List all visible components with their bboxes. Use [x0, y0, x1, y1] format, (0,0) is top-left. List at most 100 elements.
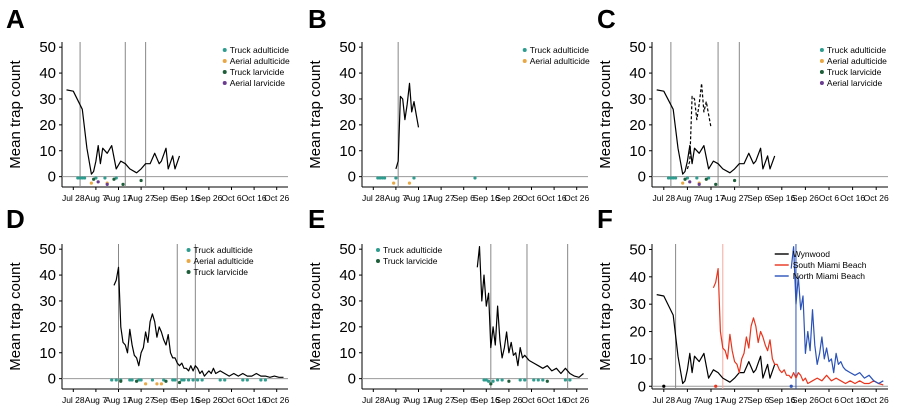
legend-swatch: [522, 59, 527, 63]
y-tick-label: 30: [39, 91, 56, 108]
marker-aerial-adulticide: [89, 181, 93, 185]
x-tick-label: Aug 27: [721, 395, 748, 405]
y-axis-label: Mean trap count: [7, 59, 24, 168]
marker-truck-adulticide: [128, 378, 132, 382]
series-line: [113, 266, 284, 378]
x-tick-label: Aug 17: [405, 193, 432, 203]
legend-label: Aerial adulticide: [230, 56, 290, 66]
legend-label: Aerial adulticide: [827, 56, 887, 66]
panel-letter: E: [308, 204, 325, 234]
x-tick-label: Aug 7: [676, 395, 698, 405]
y-axis-label: Mean trap count: [7, 261, 24, 370]
marker-truck-adulticide: [380, 176, 384, 180]
marker-truck-adulticide: [200, 378, 204, 382]
marker-truck-larvicide: [112, 177, 116, 181]
marker-truck-adulticide: [218, 378, 222, 382]
marker-truck-larvicide: [714, 182, 718, 187]
marker-truck-adulticide: [83, 176, 87, 180]
marker-truck-adulticide: [486, 379, 491, 383]
marker-aerial-larvicide: [105, 182, 109, 187]
legend-label: Truck adulticide: [383, 245, 442, 255]
marker-truck-adulticide: [110, 378, 114, 382]
x-tick-label: Aug 27: [128, 395, 155, 405]
marker-truck-adulticide: [180, 378, 184, 382]
x-tick-label: Aug 17: [698, 193, 725, 203]
legend-label: South Miami Beach: [793, 260, 867, 270]
y-tick-label: 10: [629, 351, 646, 368]
x-tick-label: Sep 16: [173, 193, 200, 203]
legend-swatch: [819, 48, 824, 52]
marker-aerial-adulticide: [155, 382, 159, 386]
marker-truck-adulticide: [182, 378, 186, 382]
legend-label: Truck adulticide: [230, 45, 289, 55]
y-tick-label: 50: [39, 39, 56, 56]
y-tick-label: 10: [39, 345, 56, 362]
x-tick-label: Sep 16: [173, 395, 200, 405]
x-tick-label: Oct 16: [242, 395, 267, 405]
x-tick-label: Aug 7: [385, 193, 407, 203]
marker-truck-adulticide: [191, 378, 195, 382]
panel-letter: C: [597, 4, 616, 34]
legend-label: Truck larvicide: [827, 67, 882, 77]
legend-label: Truck adulticide: [194, 245, 253, 255]
marker-truck-adulticide: [223, 378, 227, 382]
x-tick-label: Sep 6: [453, 193, 475, 203]
x-tick-label: Oct 6: [819, 193, 840, 203]
x-tick-label: Sep 6: [747, 193, 769, 203]
x-tick-label: Oct 16: [840, 193, 865, 203]
legend-swatch: [522, 48, 527, 52]
marker-truck-adulticide: [669, 176, 673, 180]
x-tick-label: Oct 26: [264, 193, 289, 203]
marker-truck-adulticide: [259, 378, 263, 382]
marker-truck-adulticide: [263, 378, 267, 382]
marker-truck-larvicide: [177, 380, 182, 385]
x-tick-label: Aug 7: [385, 395, 407, 405]
x-tick-label: Sep 6: [153, 395, 175, 405]
marker-truck-adulticide: [674, 176, 678, 180]
x-tick-label: Aug 17: [105, 395, 132, 405]
y-tick-label: 20: [629, 324, 646, 341]
legend-swatch: [222, 48, 227, 52]
marker-south-miami-beach: [714, 384, 718, 388]
marker-truck-larvicide: [139, 178, 143, 183]
x-tick-label: Aug 17: [698, 395, 725, 405]
legend-label: Aerial larvicide: [827, 78, 883, 88]
y-tick-label: 40: [339, 65, 356, 82]
y-axis-label: Mean trap count: [307, 261, 324, 370]
y-tick-label: 0: [638, 169, 646, 186]
y-tick-label: 40: [339, 267, 356, 284]
x-tick-label: Oct 26: [564, 193, 589, 203]
marker-aerial-larvicide: [96, 180, 100, 184]
y-tick-label: 0: [348, 371, 356, 388]
marker-truck-larvicide: [733, 178, 737, 183]
legend-swatch: [222, 70, 227, 74]
y-tick-label: 50: [39, 241, 56, 258]
x-tick-label: Aug 27: [428, 395, 455, 405]
y-tick-label: 0: [48, 371, 56, 388]
marker-truck-adulticide: [666, 176, 671, 180]
marker-truck-adulticide: [376, 176, 380, 180]
x-tick-label: Sep 16: [768, 395, 795, 405]
marker-wynwood: [662, 384, 666, 388]
y-tick-label: 40: [39, 65, 56, 82]
series-line: [790, 246, 884, 385]
x-tick-label: Oct 26: [564, 395, 589, 405]
x-tick-label: Sep 16: [473, 193, 500, 203]
x-tick-label: Aug 17: [105, 193, 132, 203]
marker-truck-adulticide: [685, 176, 690, 180]
legend-swatch: [222, 81, 227, 85]
y-axis-label: Mean trap count: [597, 261, 614, 370]
marker-truck-adulticide: [171, 378, 175, 382]
series-line: [476, 246, 584, 378]
legend-label: Wynwood: [793, 249, 831, 259]
x-tick-label: Sep 26: [792, 395, 819, 405]
marker-truck-adulticide: [186, 378, 191, 382]
y-tick-label: 40: [39, 267, 56, 284]
x-tick-label: Oct 16: [542, 193, 567, 203]
marker-truck-adulticide: [491, 379, 495, 383]
legend-swatch: [819, 81, 824, 85]
y-tick-label: 50: [629, 241, 646, 258]
panel-letter: A: [6, 4, 25, 34]
